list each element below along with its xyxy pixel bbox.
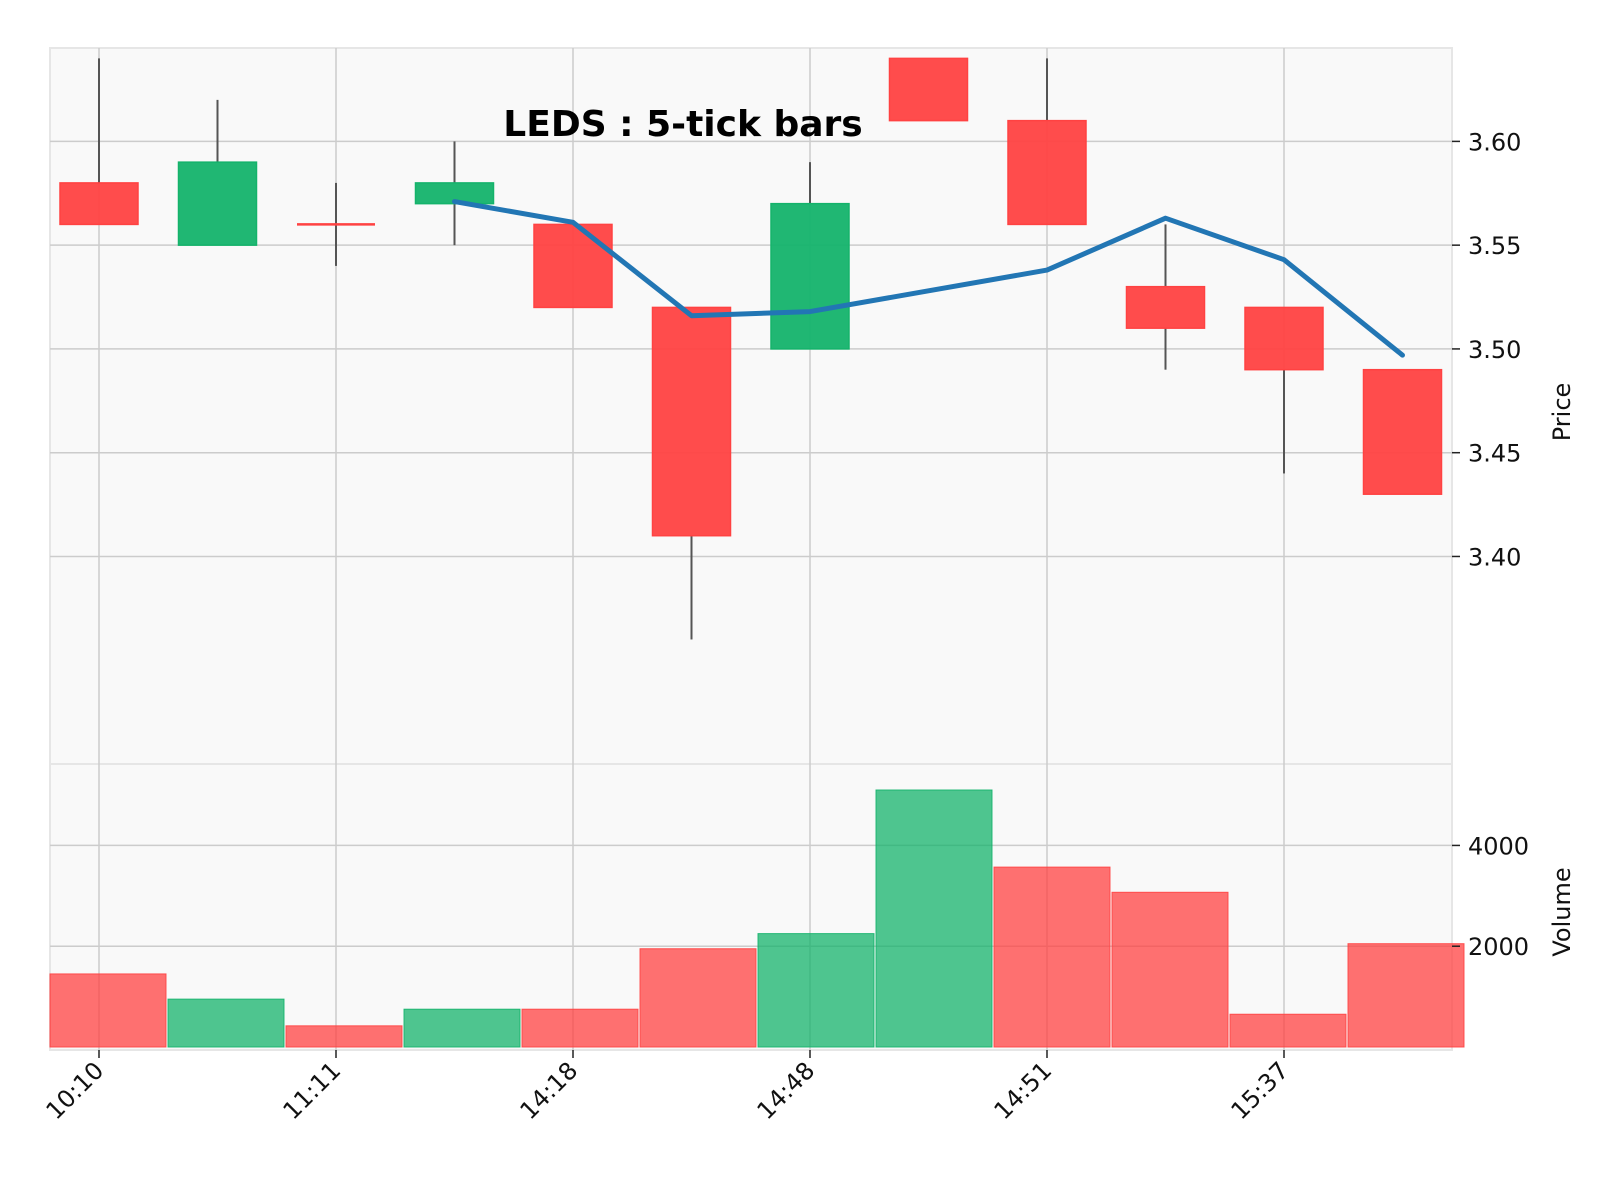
- candle-body: [888, 57, 969, 122]
- volume-axis-title: Volume: [1548, 867, 1576, 956]
- candle-body: [177, 161, 258, 246]
- volume-bar: [521, 1008, 639, 1048]
- candle-body: [1362, 368, 1443, 495]
- price-tick-label: 3.45: [1468, 440, 1521, 468]
- price-tick-label: 3.40: [1468, 543, 1521, 571]
- volume-bar: [993, 866, 1111, 1048]
- volume-bar: [1347, 943, 1465, 1048]
- candle-body: [770, 202, 850, 350]
- price-panel-background: [49, 47, 1453, 765]
- candle-body: [1125, 285, 1206, 329]
- candle-body: [1244, 306, 1324, 371]
- volume-bar: [285, 1025, 403, 1048]
- time-tick-label: 14:18: [515, 1056, 584, 1125]
- volume-tick-label: 4000: [1468, 832, 1529, 860]
- volume-bar: [1111, 891, 1229, 1048]
- volume-bar: [1229, 1013, 1347, 1048]
- candle-body: [59, 182, 139, 226]
- time-tick-label: 11:11: [278, 1056, 347, 1125]
- volume-bar: [875, 789, 993, 1048]
- candle-body: [533, 223, 613, 309]
- price-tick-label: 3.55: [1468, 232, 1521, 260]
- volume-tick-label: 2000: [1468, 933, 1529, 961]
- candles: [59, 57, 1443, 640]
- volume-bar: [757, 933, 875, 1048]
- volume-bars: [49, 789, 1465, 1048]
- time-tick-label: 14:48: [752, 1056, 821, 1125]
- chart-title: LEDS : 5-tick bars: [503, 104, 862, 145]
- time-tick-label: 14:51: [989, 1056, 1058, 1125]
- price-axis-title: Price: [1548, 383, 1576, 442]
- candle-body: [651, 306, 732, 537]
- time-tick-label: 15:37: [1226, 1056, 1295, 1125]
- volume-bar: [403, 1008, 521, 1048]
- moving-average-line: [452, 199, 1405, 358]
- volume-bar: [639, 948, 757, 1048]
- volume-bar: [49, 973, 167, 1048]
- price-tick-label: 3.60: [1468, 128, 1521, 156]
- moving-average: [452, 199, 1405, 358]
- volume-bar: [167, 998, 285, 1048]
- time-tick-label: 10:10: [41, 1056, 110, 1125]
- candle-body: [1007, 119, 1087, 226]
- price-tick-label: 3.50: [1468, 336, 1521, 364]
